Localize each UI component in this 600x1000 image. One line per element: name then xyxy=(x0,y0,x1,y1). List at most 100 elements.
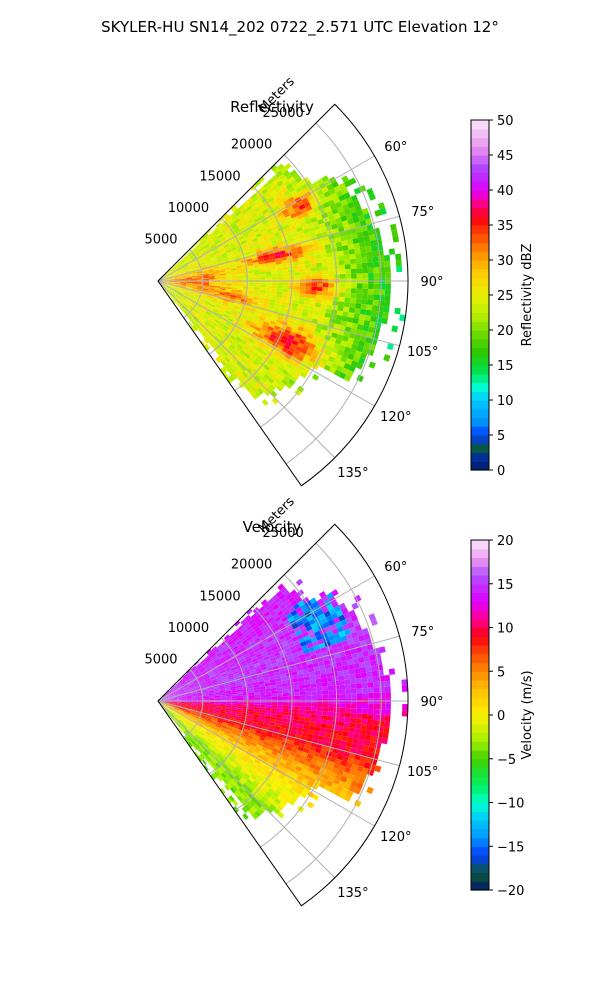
reflectivity-cell xyxy=(180,281,187,283)
reflectivity-cell xyxy=(338,182,347,190)
velocity-cell xyxy=(193,744,199,750)
reflectivity-cell xyxy=(194,263,201,267)
velocity-cell xyxy=(244,614,251,621)
velocity-cell xyxy=(188,716,194,720)
reflectivity-cell xyxy=(197,277,204,279)
velocity-cell xyxy=(310,714,317,719)
velocity-cell xyxy=(277,583,285,591)
velocity-cell xyxy=(281,767,289,774)
reflectivity-cell xyxy=(251,303,258,308)
reflectivity-cell xyxy=(215,304,222,309)
velocity-cell xyxy=(242,775,249,782)
reflectivity-cell xyxy=(267,339,274,345)
reflectivity-cell xyxy=(182,303,188,309)
reflectivity-cell xyxy=(174,284,181,286)
reflectivity-cell xyxy=(226,276,232,279)
velocity-cell xyxy=(262,671,269,676)
velocity-cell xyxy=(178,688,185,692)
reflectivity-cell xyxy=(275,257,282,262)
reflectivity-cell xyxy=(253,383,260,391)
reflectivity-cell xyxy=(170,266,176,271)
reflectivity-cell xyxy=(228,256,235,261)
reflectivity-cell xyxy=(236,291,243,295)
velocity-cell xyxy=(276,795,284,802)
reflectivity-cell xyxy=(236,269,243,273)
velocity-cell xyxy=(201,752,207,759)
velocity-cell xyxy=(201,661,208,667)
reflectivity-cell xyxy=(176,302,181,307)
velocity-cell xyxy=(202,707,209,710)
reflectivity-cell xyxy=(248,282,255,285)
reflectivity-cell xyxy=(237,309,244,314)
reflectivity-cell xyxy=(220,283,227,286)
reflectivity-cell xyxy=(237,248,244,253)
velocity-cell xyxy=(241,735,248,740)
velocity-cell xyxy=(368,703,374,710)
velocity-cell xyxy=(314,648,322,655)
reflectivity-cell xyxy=(373,283,380,290)
reflectivity-cell xyxy=(293,268,300,273)
reflectivity-cell xyxy=(282,169,290,177)
velocity-cell xyxy=(184,675,190,681)
velocity-cell xyxy=(309,718,317,723)
reflectivity-cell xyxy=(180,277,187,280)
velocity-cell xyxy=(193,679,199,684)
velocity-cell xyxy=(196,709,203,712)
reflectivity-cell xyxy=(286,322,294,328)
reflectivity-cell xyxy=(249,249,257,254)
reflectivity-cell xyxy=(254,274,261,278)
reflectivity-cell xyxy=(247,338,255,344)
reflectivity-cell xyxy=(292,172,300,180)
reflectivity-cell xyxy=(282,272,289,277)
velocity-cell xyxy=(217,743,224,749)
velocity-cell xyxy=(248,711,254,715)
reflectivity-cell xyxy=(191,288,197,291)
velocity-cell xyxy=(313,730,320,736)
reflectivity-cell xyxy=(219,249,226,254)
reflectivity-cell xyxy=(178,268,185,272)
reflectivity-cell xyxy=(383,354,391,362)
velocity-cell xyxy=(190,687,196,691)
reflectivity-cell xyxy=(248,326,255,332)
reflectivity-cell xyxy=(247,263,254,267)
reflectivity-cell xyxy=(298,351,306,358)
velocity-colorbar-segment xyxy=(471,750,489,760)
velocity-cell xyxy=(383,726,390,733)
velocity-cell xyxy=(242,620,249,627)
reflectivity-cell xyxy=(166,288,171,293)
velocity-cell xyxy=(269,794,277,802)
reflectivity-cell xyxy=(199,326,205,332)
reflectivity-cell xyxy=(178,290,185,294)
reflectivity-cell xyxy=(168,285,174,288)
reflectivity-cell xyxy=(203,284,209,287)
velocity-cell xyxy=(210,732,217,738)
reflectivity-cell xyxy=(217,348,223,355)
reflectivity-cell xyxy=(202,324,208,330)
velocity-cell xyxy=(266,648,273,654)
reflectivity-cell xyxy=(225,216,232,222)
velocity-cell xyxy=(178,687,184,691)
reflectivity-cell xyxy=(168,285,174,288)
reflectivity-cell xyxy=(265,276,272,280)
reflectivity-cell xyxy=(233,238,240,244)
reflectivity-cell xyxy=(227,368,234,376)
velocity-cell xyxy=(232,785,239,792)
reflectivity-cell xyxy=(192,282,198,284)
velocity-cell xyxy=(343,669,350,676)
velocity-colorbar-segment xyxy=(471,671,489,681)
velocity-cell xyxy=(174,703,181,705)
reflectivity-cell xyxy=(193,260,200,265)
velocity-cell xyxy=(271,594,279,601)
velocity-cell xyxy=(232,656,239,662)
velocity-cell xyxy=(198,754,204,761)
velocity-cell xyxy=(243,641,250,647)
velocity-cell xyxy=(327,685,334,691)
reflectivity-cell xyxy=(218,246,225,251)
velocity-cell xyxy=(220,738,227,744)
velocity-cell xyxy=(183,675,189,680)
reflectivity-cell xyxy=(246,297,253,302)
reflectivity-cell xyxy=(219,329,226,335)
reflectivity-cell xyxy=(307,208,315,216)
reflectivity-cell xyxy=(190,319,196,325)
reflectivity-cell xyxy=(193,249,200,255)
